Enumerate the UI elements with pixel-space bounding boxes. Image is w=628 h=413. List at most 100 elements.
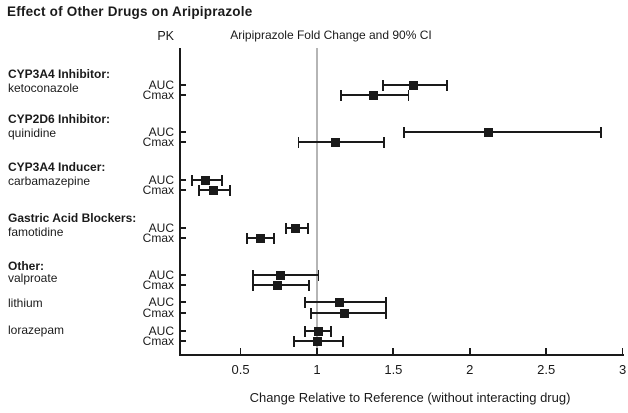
spine-row-tick bbox=[180, 330, 186, 332]
metric-label-auc: AUC bbox=[148, 173, 174, 187]
spine-row-tick bbox=[180, 312, 186, 314]
ci-cap-low bbox=[190, 174, 193, 186]
drug-label: lorazepam bbox=[8, 323, 65, 337]
ci-cap-low bbox=[309, 307, 312, 319]
spine-row-tick bbox=[180, 227, 186, 229]
metric-label-auc: AUC bbox=[148, 221, 174, 235]
ci-cap-high bbox=[329, 325, 332, 337]
ci-cap-high bbox=[317, 269, 320, 281]
point-marker bbox=[208, 185, 218, 195]
spine-row-tick bbox=[180, 189, 186, 191]
ci-cap-high bbox=[228, 184, 231, 196]
ci-cap-high bbox=[600, 126, 602, 138]
point-marker bbox=[369, 90, 379, 100]
ci-cap-low bbox=[303, 296, 306, 308]
point-marker bbox=[275, 270, 285, 280]
ci-error-bar bbox=[404, 131, 602, 133]
spine-row-tick bbox=[180, 274, 186, 276]
ci-cap-high bbox=[384, 296, 387, 308]
ci-cap-low bbox=[245, 232, 248, 244]
point-marker bbox=[312, 336, 322, 346]
point-marker bbox=[200, 175, 210, 185]
ci-cap-low bbox=[293, 335, 295, 347]
ci-cap-high bbox=[407, 89, 410, 101]
x-tick-label: 0.5 bbox=[231, 362, 250, 377]
spine-row-tick bbox=[180, 301, 186, 303]
point-marker bbox=[330, 137, 340, 147]
point-marker bbox=[335, 297, 345, 307]
ci-error-bar bbox=[304, 301, 386, 303]
figure-title: Effect of Other Drugs on Aripiprazole bbox=[7, 4, 253, 19]
metric-label-auc: AUC bbox=[148, 125, 174, 139]
ci-error-bar bbox=[298, 141, 385, 143]
point-marker bbox=[340, 308, 349, 318]
y-axis-spine bbox=[179, 48, 181, 356]
ci-cap-high bbox=[384, 307, 387, 319]
ci-cap-low bbox=[403, 126, 405, 138]
ci-cap-low bbox=[198, 184, 201, 196]
point-marker bbox=[314, 326, 324, 336]
x-tick-label: 3 bbox=[618, 362, 627, 377]
spine-row-tick bbox=[180, 340, 186, 342]
drug-label: lithium bbox=[8, 296, 43, 310]
pk-column-header: PK bbox=[157, 29, 174, 43]
category-label: CYP2D6 Inhibitor: bbox=[8, 112, 111, 126]
x-tick bbox=[316, 348, 318, 354]
category-label: Gastric Acid Blockers: bbox=[8, 211, 137, 225]
x-tick-label: 1.5 bbox=[384, 362, 403, 377]
ci-cap-low bbox=[285, 222, 288, 234]
x-tick bbox=[545, 348, 547, 354]
ci-cap-low bbox=[251, 279, 254, 291]
point-marker bbox=[483, 127, 493, 137]
ci-cap-low bbox=[340, 89, 343, 101]
x-tick bbox=[621, 348, 624, 354]
metric-label-cmax: Cmax bbox=[142, 135, 174, 149]
x-axis-line bbox=[179, 354, 624, 356]
drug-label: carbamazepine bbox=[8, 174, 91, 188]
ci-cap-low bbox=[303, 325, 306, 337]
x-tick-label: 1 bbox=[313, 362, 321, 377]
metric-label-cmax: Cmax bbox=[142, 306, 174, 320]
category-label: CYP3A4 Inducer: bbox=[8, 160, 106, 174]
spine-row-tick bbox=[180, 131, 186, 133]
ci-cap-high bbox=[341, 335, 344, 347]
spine-row-tick bbox=[180, 284, 186, 286]
x-tick-label: 2 bbox=[466, 362, 474, 377]
metric-label-auc: AUC bbox=[148, 295, 174, 309]
point-marker bbox=[291, 223, 301, 233]
metric-label-auc: AUC bbox=[148, 324, 174, 338]
ci-cap-low bbox=[251, 269, 254, 281]
metric-label-auc: AUC bbox=[148, 268, 174, 282]
category-label: CYP3A4 Inhibitor: bbox=[8, 67, 111, 81]
ci-cap-high bbox=[273, 232, 275, 244]
ci-cap-high bbox=[383, 136, 386, 148]
x-axis-label: Change Relative to Reference (without in… bbox=[249, 390, 571, 405]
drug-label: famotidine bbox=[8, 225, 64, 239]
metric-label-cmax: Cmax bbox=[142, 278, 174, 292]
category-label: Other: bbox=[8, 259, 44, 273]
spine-row-tick bbox=[180, 179, 186, 181]
x-tick bbox=[239, 348, 242, 354]
ci-cap-high bbox=[445, 79, 448, 91]
point-marker bbox=[408, 80, 418, 90]
point-marker bbox=[255, 233, 265, 243]
metric-label-auc: AUC bbox=[148, 78, 174, 92]
spine-row-tick bbox=[180, 237, 186, 239]
ci-cap-high bbox=[221, 174, 224, 186]
ci-cap-low bbox=[381, 79, 384, 91]
x-tick bbox=[468, 348, 471, 354]
reference-line bbox=[316, 48, 318, 355]
ci-cap-low bbox=[297, 136, 300, 148]
spine-row-tick bbox=[180, 84, 186, 86]
metric-label-cmax: Cmax bbox=[142, 183, 174, 197]
spine-row-tick bbox=[180, 94, 186, 96]
metric-label-cmax: Cmax bbox=[142, 231, 174, 245]
drug-label: ketoconazole bbox=[8, 81, 79, 95]
spine-row-tick bbox=[180, 141, 186, 143]
ci-cap-high bbox=[308, 279, 311, 291]
ci-cap-high bbox=[306, 222, 309, 234]
plot-header: Aripiprazole Fold Change and 90% CI bbox=[230, 28, 432, 42]
metric-label-cmax: Cmax bbox=[142, 334, 174, 348]
